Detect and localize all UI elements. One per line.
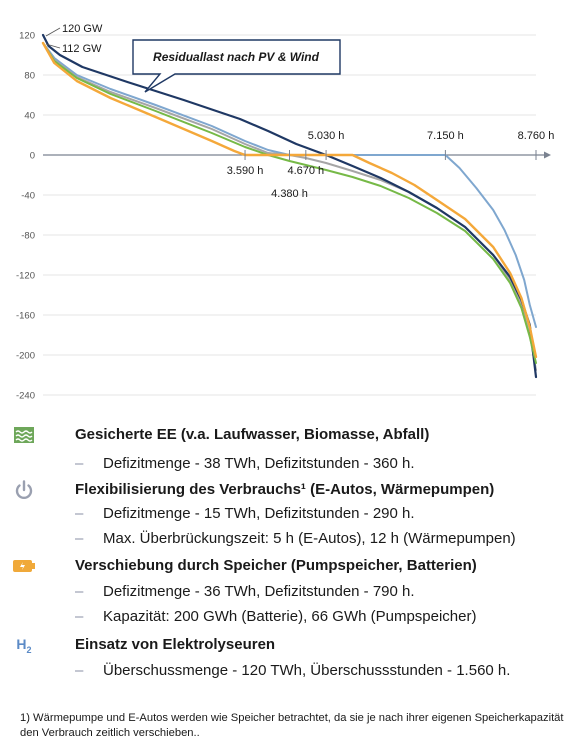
legend-sub-flex-2: Max. Überbrückungszeit: 5 h (E-Autos), 1… [103,530,516,547]
x-marker-label: 4.670 h [287,165,324,177]
footnote: 1) Wärmepumpe und E-Autos werden wie Spe… [20,712,564,739]
x-marker-label: 7.150 h [427,130,464,142]
legend-heading-h2: Einsatz von Elektrolyseuren [75,636,276,653]
bullet-dash: – [75,583,84,600]
legend-sub-row: – Defizitmenge - 38 TWh, Defizitstunden … [0,453,585,477]
series-line-0 [42,42,537,328]
peak-leader-120 [45,27,61,37]
x-axis-arrow [544,151,551,159]
x-marker-label: 4.380 h [271,188,308,200]
x-marker-label: 3.590 h [227,165,264,177]
power-icon [12,479,36,501]
legend-heading-storage: Verschiebung durch Speicher (Pumpspeiche… [75,557,477,574]
y-tick-label: -200 [16,351,35,362]
legend-heading-flex: Flexibilisierung des Verbrauchs¹ (E-Auto… [75,481,495,498]
y-tick-label: -120 [16,271,35,282]
h2-subscript: 2 [26,644,32,655]
bullet-dash: – [75,455,84,472]
battery-icon [12,555,36,577]
y-tick-label: 120 [19,31,35,42]
legend-row-flex: Flexibilisierung des Verbrauchs¹ (E-Auto… [0,479,585,503]
y-tick-label: 80 [24,71,35,82]
legend-sub-storage-2: Kapazität: 200 GWh (Batterie), 66 GWh (P… [103,608,477,625]
series-line-3 [42,42,537,364]
bullet-dash: – [75,505,84,522]
series-line-4 [41,41,538,359]
y-tick-label: -240 [16,391,35,402]
x-marker-label: 8.760 h [518,130,555,142]
legend-row-ee: Gesicherte EE (v.a. Laufwasser, Biomasse… [0,424,585,448]
legend-row-h2: H2 Einsatz von Elektrolyseuren [0,634,585,658]
legend-sub-row: – Defizitmenge - 15 TWh, Defizitstunden … [0,503,585,527]
legend-heading-ee: Gesicherte EE (v.a. Laufwasser, Biomasse… [75,426,430,443]
y-tick-label: -160 [16,311,35,322]
peak-label-120: 120 GW [62,23,103,35]
legend-sub-row: – Überschussmenge - 120 TWh, Überschusss… [0,660,585,684]
bullet-dash: – [75,530,84,547]
series-line-1 [42,42,537,371]
legend-sub-row: – Kapazität: 200 GWh (Batterie), 66 GWh … [0,606,585,630]
y-tick-label: 40 [24,111,35,122]
peak-label-112: 112 GW [62,43,102,55]
legend-sub-row: – Defizitmenge - 36 TWh, Defizitstunden … [0,581,585,605]
bullet-dash: – [75,608,84,625]
hydro-ee-icon [12,424,36,446]
legend-sub-h2-1: Überschussmenge - 120 TWh, Überschussstu… [103,662,511,679]
y-tick-label: 0 [30,151,35,162]
h2-symbol: H [16,635,27,652]
legend-row-storage: Verschiebung durch Speicher (Pumpspeiche… [0,555,585,579]
load-duration-chart: 120 80 40 0 -40 -80 -120 -160 -200 -240 3.590 h 4.3… [16,23,555,402]
legend-sub-ee-1: Defizitmenge - 38 TWh, Defizitstunden - … [103,455,415,472]
legend-sub-storage-1: Defizitmenge - 36 TWh, Defizitstunden - … [103,583,415,600]
callout-text: Residuallast nach PV & Wind [153,50,320,64]
callout-box [132,39,341,93]
hydrogen-icon: H2 [12,634,36,656]
x-marker-label: 5.030 h [308,130,345,142]
peak-leader-112 [45,43,61,49]
y-tick-label: -40 [21,191,35,202]
legend-sub-flex-1: Defizitmenge - 15 TWh, Defizitstunden - … [103,505,415,522]
y-tick-label: -80 [21,231,35,242]
legend-sub-row: – Max. Überbrückungszeit: 5 h (E-Autos),… [0,528,585,552]
series-line-2 [41,33,538,379]
bullet-dash: – [75,662,84,679]
